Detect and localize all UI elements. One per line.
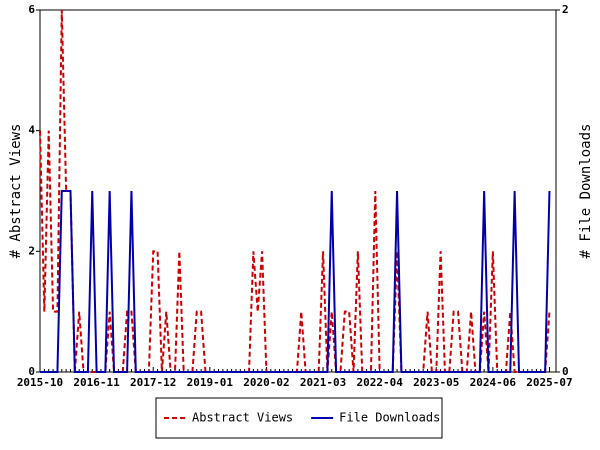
legend-label: Abstract Views	[192, 411, 293, 425]
legend-box	[155, 397, 443, 439]
series-line	[40, 190, 551, 373]
x-tick-label: 2025-07	[526, 376, 572, 389]
y2-axis-title: # File Downloads	[578, 124, 594, 259]
x-tick-label: 2016-11	[73, 376, 120, 389]
x-tick-label: 2019-01	[187, 376, 234, 389]
x-tick-label: 2022-04	[356, 376, 403, 389]
y-tick-label: 0	[28, 365, 35, 378]
y2-tick-label: 0	[562, 365, 569, 378]
x-tick-label: 2017-12	[130, 376, 176, 389]
y2-tick-label: 2	[562, 3, 569, 16]
y-tick-label: 2	[28, 244, 35, 257]
x-tick-label: 2015-10	[17, 376, 63, 389]
legend-label: File Downloads	[339, 411, 440, 425]
y-axis-title: # Abstract Views	[8, 124, 24, 259]
x-tick-label: 2024-06	[470, 376, 517, 389]
y-tick-label: 4	[28, 124, 35, 137]
x-tick-label: 2021-03	[300, 376, 346, 389]
x-tick-label: 2020-02	[243, 376, 289, 389]
y-tick-label: 6	[28, 3, 35, 16]
x-tick-label: 2023-05	[413, 376, 459, 389]
